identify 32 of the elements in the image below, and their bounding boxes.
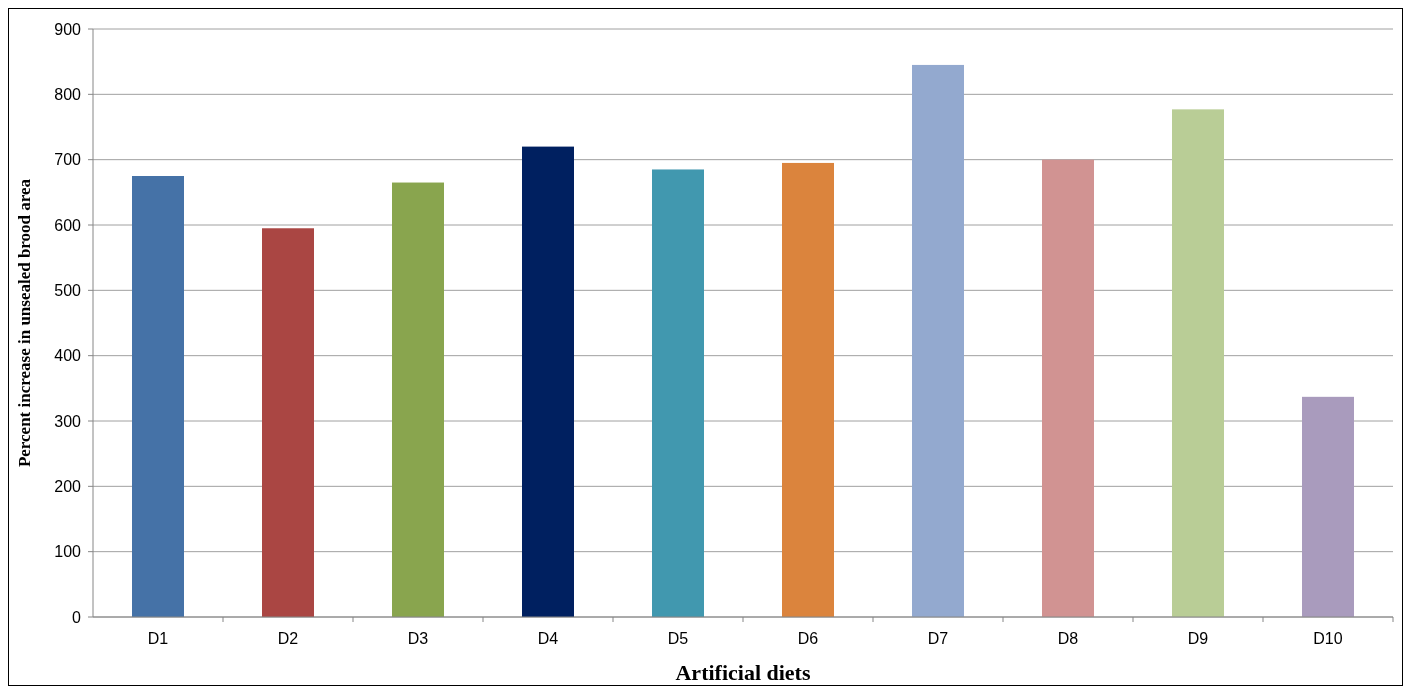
bar — [782, 162, 834, 617]
x-axis-title: Artificial diets — [675, 660, 811, 685]
x-tick-label: D8 — [1057, 630, 1079, 647]
bar — [912, 64, 964, 617]
x-tick-label: D4 — [537, 630, 559, 647]
y-tick-label: 0 — [72, 608, 82, 626]
x-tick-label: D5 — [667, 630, 689, 647]
y-tick-label: 900 — [54, 20, 82, 38]
x-tick-label: D1 — [147, 630, 169, 647]
x-tick-label: D7 — [927, 630, 949, 647]
bar — [652, 169, 704, 617]
y-axis-title: Percent increase in unsealed brood area — [15, 178, 34, 468]
y-tick-label: 600 — [54, 216, 82, 234]
x-tick-label: D6 — [797, 630, 819, 647]
bar — [1042, 159, 1094, 617]
y-tick-label: 200 — [54, 477, 82, 495]
bar — [392, 182, 444, 617]
y-tick-label: 400 — [54, 347, 82, 365]
x-tick-label: D2 — [277, 630, 299, 647]
y-tick-label: 500 — [54, 281, 82, 299]
bar — [262, 228, 314, 617]
x-tick-label: D10 — [1313, 630, 1343, 647]
x-tick-label: D3 — [407, 630, 429, 647]
bar — [1302, 396, 1354, 617]
x-tick-label: D9 — [1187, 630, 1209, 647]
y-tick-label: 700 — [54, 151, 82, 169]
bar — [522, 146, 574, 617]
bar — [132, 176, 184, 617]
bar — [1172, 109, 1224, 617]
y-tick-label: 800 — [54, 85, 82, 103]
y-tick-label: 100 — [54, 543, 82, 561]
y-tick-label: 300 — [54, 412, 82, 430]
